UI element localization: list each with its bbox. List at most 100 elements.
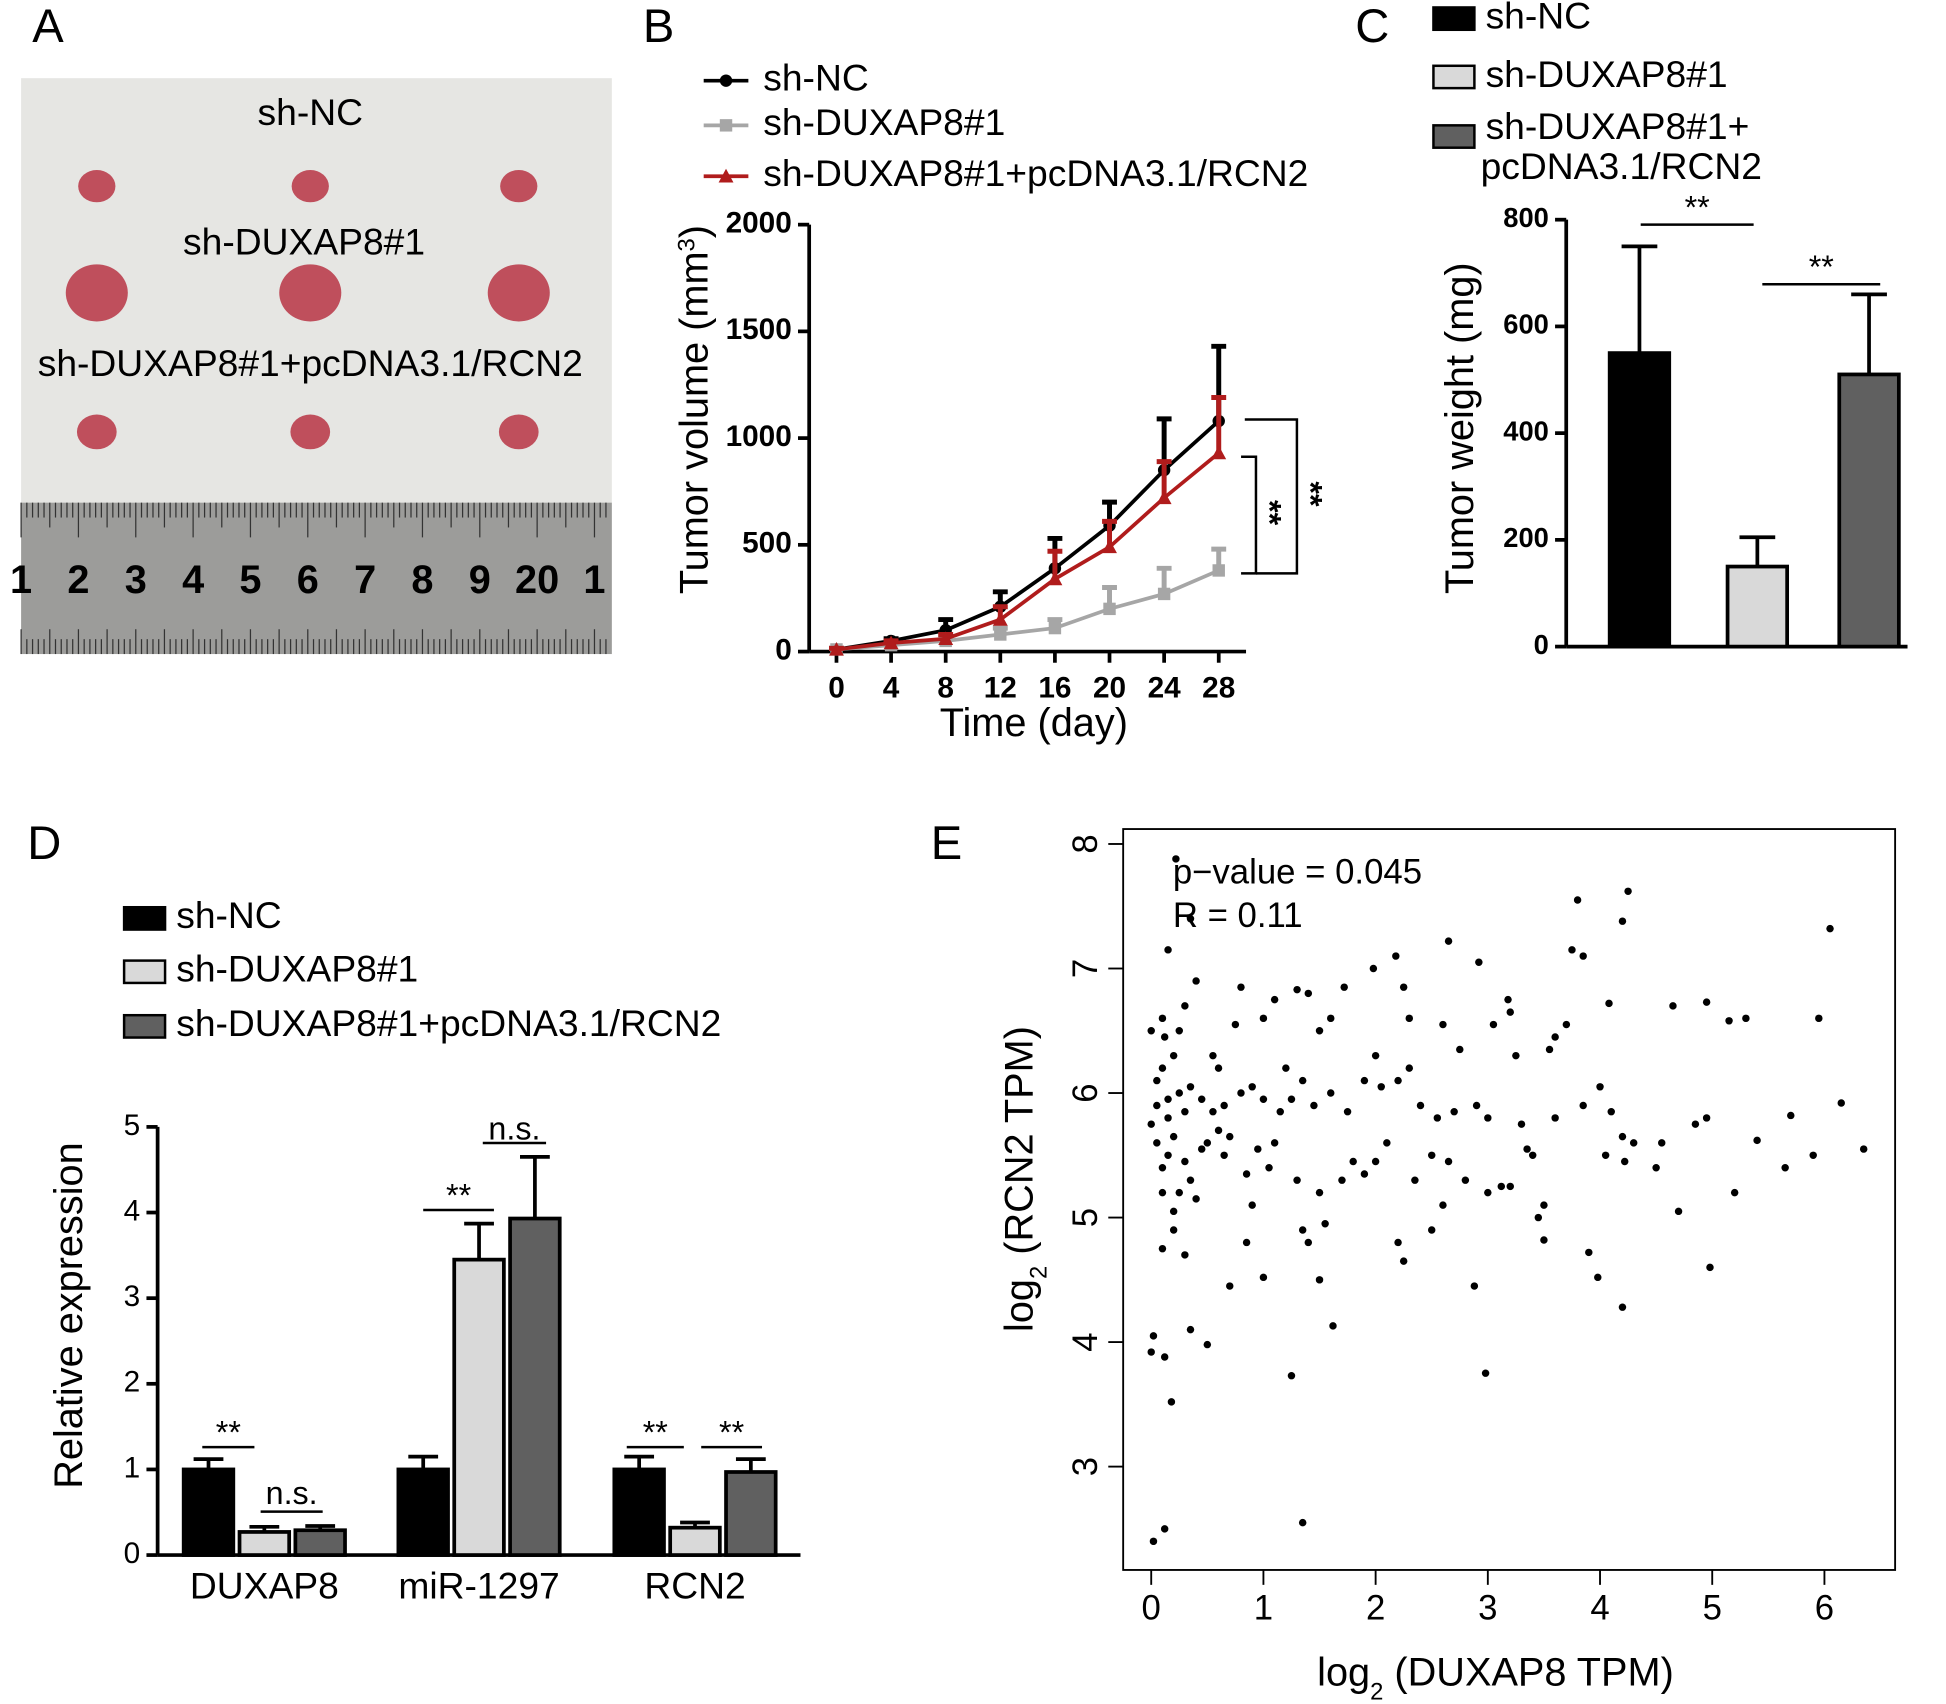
y-tick-label: 1000 [726, 420, 792, 453]
point [1411, 1176, 1419, 1184]
point [1601, 1151, 1610, 1160]
point [1327, 1089, 1335, 1097]
legend-label: sh-DUXAP8#1+pcDNA3.1/RCN2 [763, 152, 1308, 194]
legend-label-line: pcDNA3.1/RCN2 [1481, 145, 1762, 187]
point [1329, 1322, 1337, 1330]
point [1528, 1151, 1537, 1160]
y-tick-label: 2 [124, 1366, 141, 1399]
point [1181, 1002, 1189, 1010]
panel-letter: B [643, 0, 674, 52]
y-tick-label: 0 [124, 1537, 141, 1570]
point [1153, 1139, 1161, 1147]
point [1175, 1188, 1183, 1197]
bar [396, 1467, 450, 1557]
point [1392, 952, 1400, 960]
bracket [1244, 418, 1299, 575]
error-bar [520, 1155, 550, 1219]
point [1371, 1051, 1380, 1060]
point [1158, 1164, 1167, 1172]
tumor [290, 414, 331, 450]
point [1293, 985, 1301, 994]
error-bar [624, 1454, 655, 1470]
legend-label: sh-DUXAP8#1 [763, 101, 1005, 143]
point [1259, 1273, 1268, 1282]
error-bar [735, 1457, 766, 1473]
tumor [76, 414, 117, 450]
y-axis-label-sub-part: (RCN2 TPM) [998, 1026, 1042, 1266]
point [1573, 896, 1582, 904]
point [1428, 1226, 1436, 1234]
point [1461, 1176, 1470, 1184]
legend-marker [719, 74, 733, 87]
ruler-number: 2 [67, 558, 89, 602]
point [1551, 1033, 1559, 1041]
x-tick-label: 8 [937, 671, 954, 704]
point [1545, 1045, 1554, 1054]
ruler-number: 20 [515, 558, 559, 602]
point [1405, 1064, 1414, 1072]
x-axis-label: Time (day) [940, 701, 1128, 745]
panel-letter: D [27, 816, 61, 869]
point [1214, 1064, 1223, 1072]
bar [1725, 564, 1790, 649]
point [1153, 1076, 1161, 1085]
x-axis-label-sub-part: log [1317, 1650, 1370, 1694]
y-tick-label: 2000 [726, 206, 792, 239]
point [1203, 1340, 1212, 1349]
x-tick-label: 28 [1202, 671, 1235, 704]
point [1270, 1139, 1279, 1147]
y-tick-label: 4 [124, 1194, 141, 1227]
y-tick-label: 0 [1534, 629, 1549, 660]
point [1315, 1276, 1324, 1284]
point [1416, 1101, 1425, 1110]
bar [1837, 372, 1901, 649]
point [1153, 1101, 1161, 1110]
x-tick-label: 0 [828, 671, 845, 704]
tumor [279, 264, 342, 322]
legend-swatch [1432, 6, 1476, 32]
legend-swatch [122, 1013, 167, 1039]
ruler-number: 8 [411, 558, 433, 602]
bar [508, 1216, 562, 1557]
point [1742, 1014, 1750, 1023]
significance: ** [216, 1414, 242, 1450]
point [1315, 1027, 1324, 1035]
legend-label: sh-NC [176, 894, 281, 936]
y-tick-label: 8 [1067, 834, 1105, 853]
point [1265, 1164, 1273, 1172]
point [1383, 1139, 1391, 1147]
point [1444, 1157, 1453, 1166]
annotation: p−value = 0.045 [1173, 854, 1422, 892]
significance: ** [719, 1414, 745, 1450]
legend-label: sh-DUXAP8#1+pcDNA3.1/RCN2 [1481, 105, 1762, 187]
x-tick-label: 4 [883, 671, 900, 704]
bar [612, 1467, 666, 1557]
bar [1607, 351, 1672, 649]
marker [1156, 490, 1172, 505]
x-axis-label-sub: log2 (DUXAP8 TPM) [1317, 1650, 1674, 1704]
point [1618, 1303, 1627, 1311]
point [1579, 1101, 1587, 1110]
point [1149, 1537, 1158, 1546]
point [1242, 1238, 1251, 1247]
point [1172, 855, 1180, 863]
point [1160, 1033, 1169, 1041]
point [1169, 1051, 1178, 1060]
x-tick-label: 1 [1254, 1590, 1273, 1628]
legend-label: sh-DUXAP8#1 [176, 948, 418, 990]
point [1506, 1008, 1514, 1016]
y-axis-label: Relative expression [47, 1142, 91, 1488]
point [1540, 1201, 1548, 1209]
point [1167, 1398, 1176, 1406]
point [1175, 1027, 1183, 1035]
legend-label: sh-DUXAP8#1+pcDNA3.1/RCN2 [176, 1002, 721, 1044]
point [1186, 1325, 1195, 1334]
x-axis-label-sub-part: 2 [1370, 1678, 1383, 1704]
point [1551, 1114, 1559, 1122]
ruler-number: 1 [10, 558, 32, 602]
point [1231, 1020, 1240, 1029]
y-tick-label: 1500 [726, 313, 792, 346]
point [1489, 1020, 1498, 1029]
bar [452, 1257, 506, 1557]
legend-label: sh-DUXAP8#1 [1486, 53, 1728, 95]
